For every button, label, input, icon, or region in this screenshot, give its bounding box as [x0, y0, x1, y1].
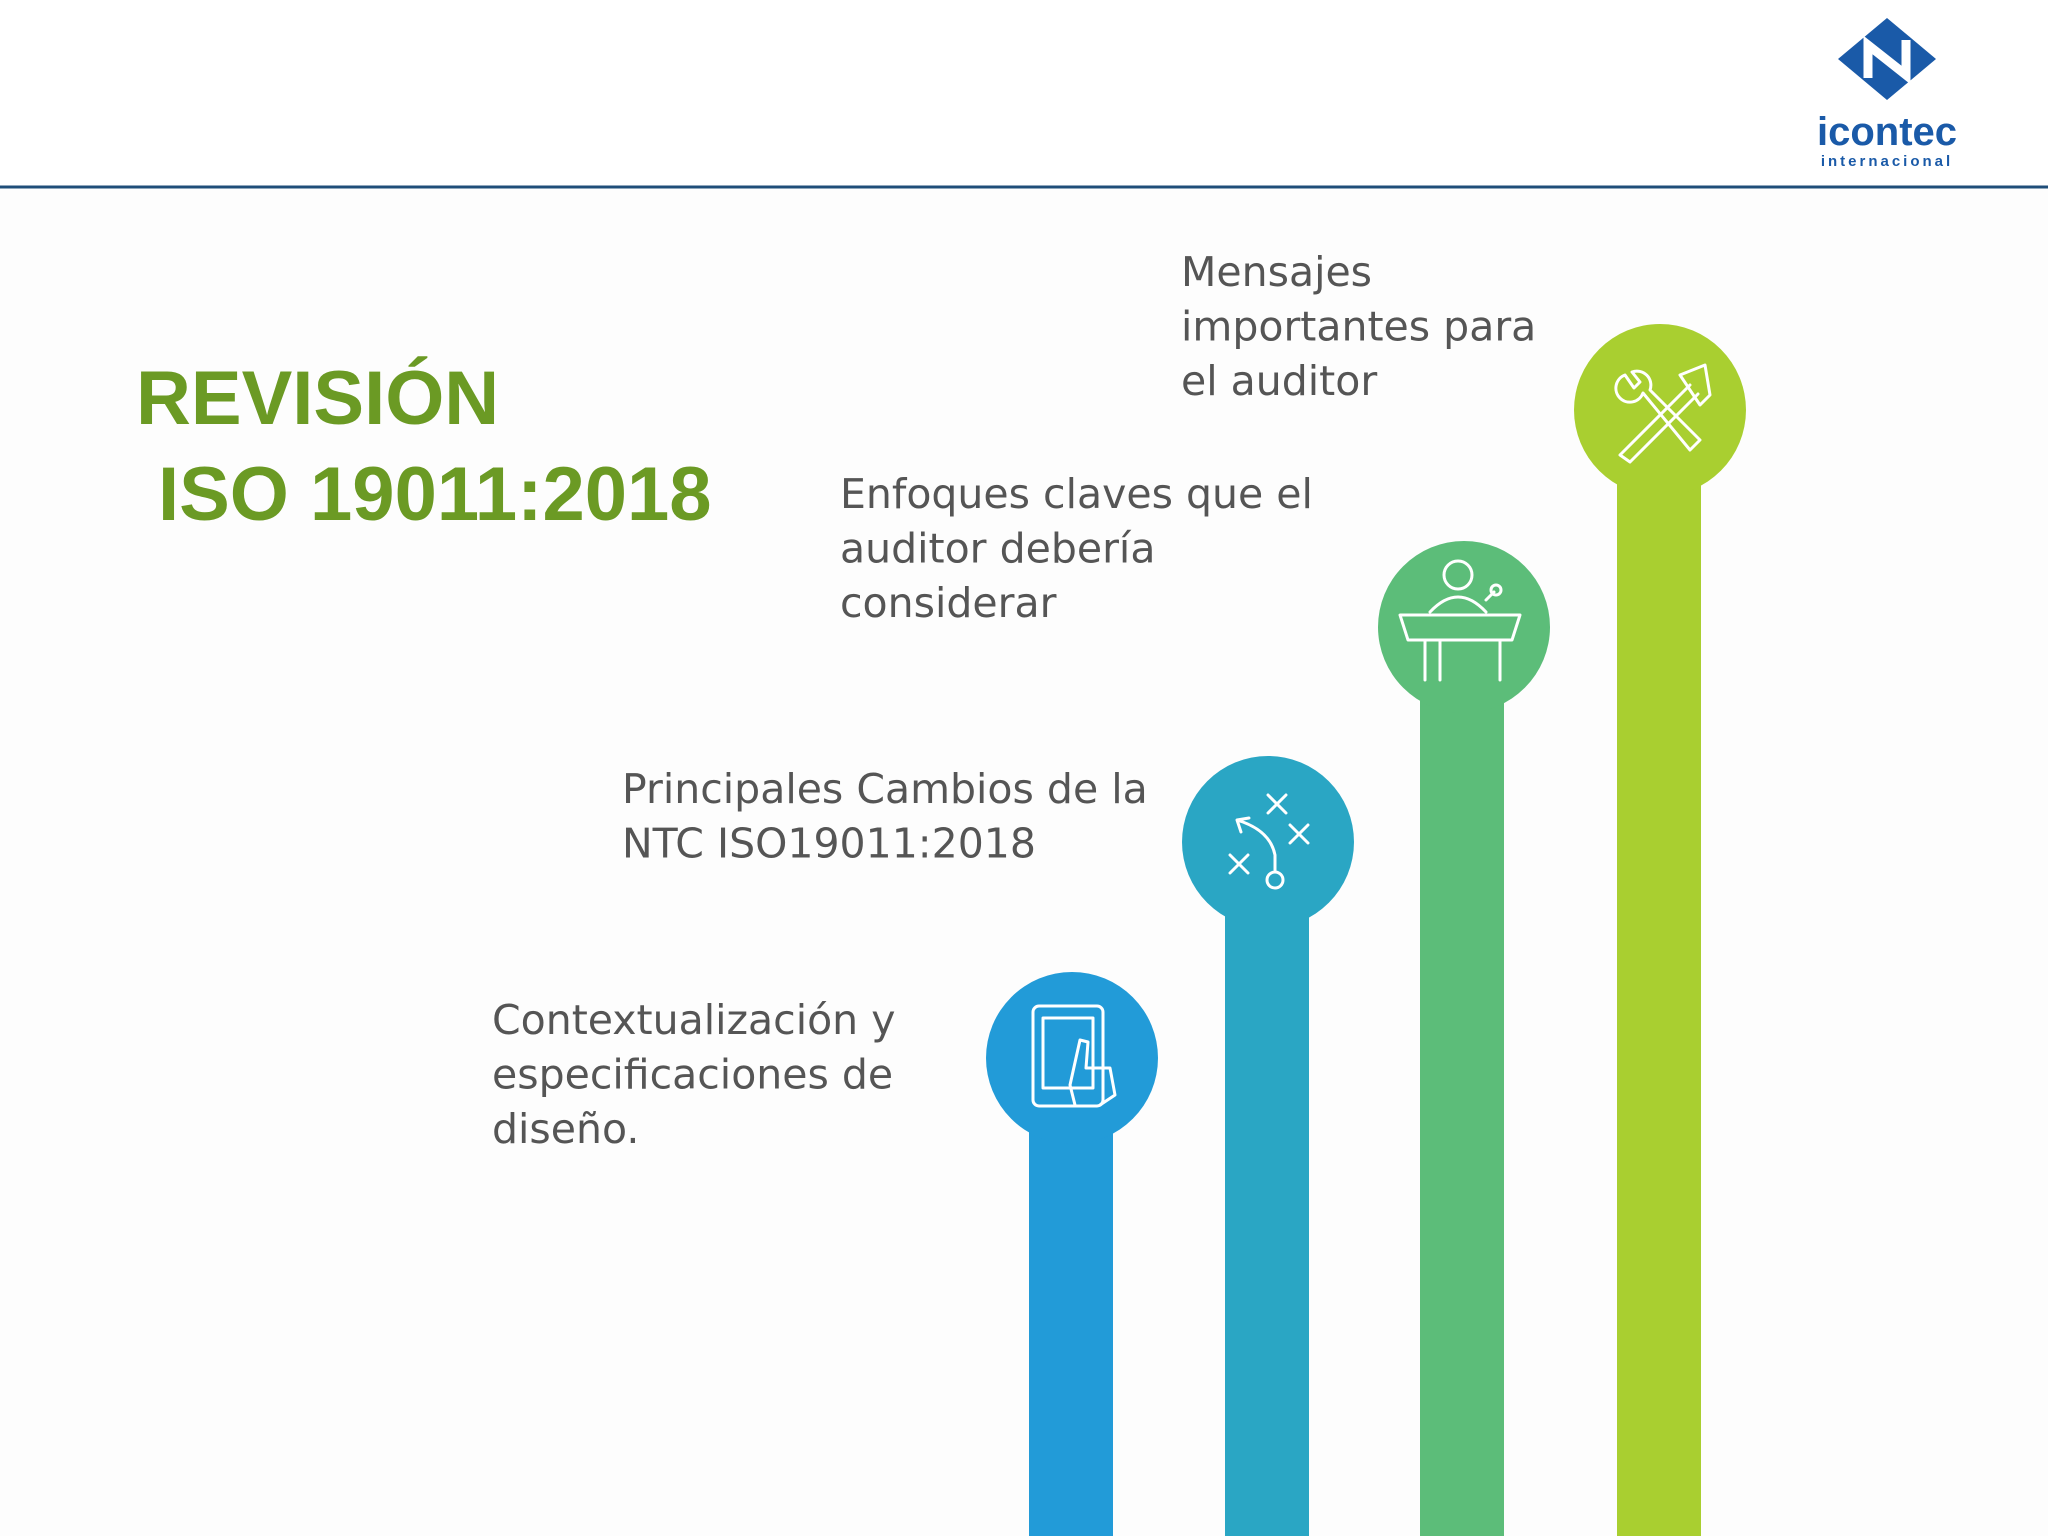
pillar — [1574, 324, 1746, 1536]
title: REVISIÓN — [136, 356, 499, 441]
step-text: especificaciones de — [492, 1051, 893, 1099]
tools-icon — [1614, 363, 1712, 464]
tablet-icon — [1031, 1004, 1117, 1108]
podium-icon — [1398, 559, 1522, 682]
logo-n — [1863, 35, 1911, 85]
header — [0, 0, 2048, 187]
step-text: auditor debería — [840, 525, 1155, 573]
strategy-icon — [1228, 793, 1310, 890]
step-text: Enfoques claves que el — [840, 470, 1313, 518]
step-text: diseño. — [492, 1105, 639, 1153]
step-text: importantes para — [1181, 303, 1536, 351]
pillar — [986, 972, 1158, 1536]
title: ISO 19011:2018 — [158, 452, 712, 537]
logo-name: icontec — [1817, 110, 1957, 154]
pillar — [1182, 756, 1354, 1536]
pillar-circle — [1182, 756, 1354, 928]
logo: icontec internacional — [1817, 18, 1957, 170]
pillar-circle — [1378, 541, 1550, 713]
step-text: Mensajes — [1181, 248, 1372, 296]
step-text: Contextualización y — [492, 996, 895, 1044]
pillar-circle — [986, 972, 1158, 1144]
logo-subtitle: internacional — [1821, 153, 1953, 170]
pillar-bar — [1225, 842, 1309, 1536]
step-text: NTC ISO19011:2018 — [622, 820, 1036, 868]
pillar — [1378, 541, 1550, 1536]
step-text: el auditor — [1181, 357, 1377, 405]
step-text: Principales Cambios de la — [622, 765, 1148, 813]
pillar-circle — [1574, 324, 1746, 496]
pillar-bar — [1420, 627, 1504, 1536]
step-text: considerar — [840, 579, 1057, 627]
pillar-bar — [1617, 410, 1701, 1536]
